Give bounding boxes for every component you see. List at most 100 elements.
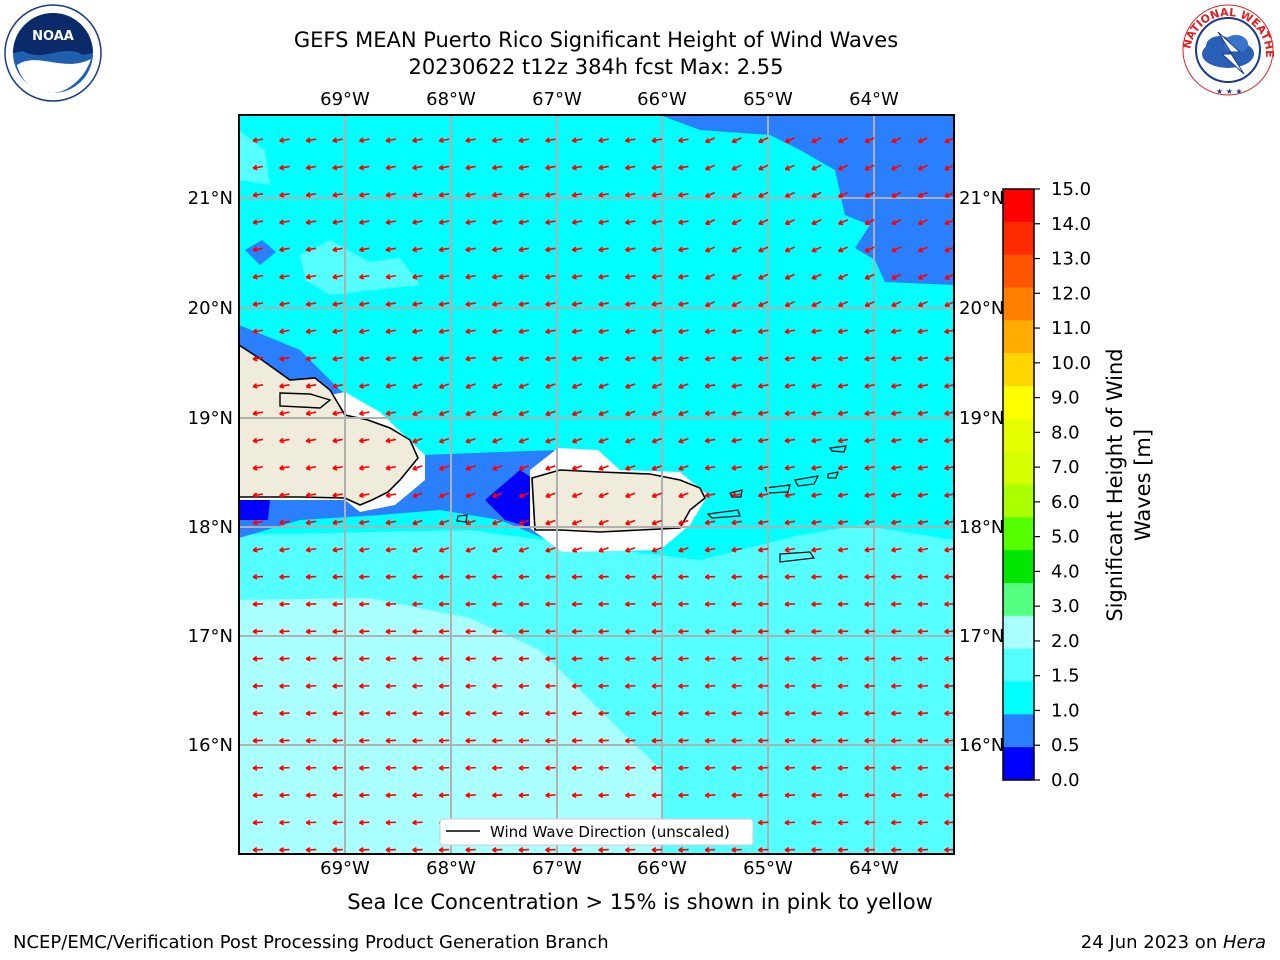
wave-arrow-head — [252, 328, 258, 335]
wave-arrow-head — [944, 847, 950, 853]
wave-arrow-head — [731, 574, 737, 580]
wave-arrow-head — [305, 192, 311, 198]
wave-arrow-head — [864, 492, 870, 498]
wave-arrow-head — [651, 710, 657, 717]
wave-arrow-head — [890, 437, 896, 444]
wave-arrow-head — [864, 737, 870, 744]
wave-arrow-head — [252, 574, 258, 580]
wave-arrow-head — [465, 355, 471, 362]
wave-arrow-head — [625, 492, 631, 499]
wave-arrow-head — [651, 192, 657, 198]
wave-arrow-head — [385, 273, 391, 280]
lon-label: 66°W — [637, 89, 687, 110]
wave-arrow-head — [704, 437, 710, 444]
wave-arrow-head — [917, 355, 923, 362]
colorbar-cell — [1003, 583, 1034, 617]
wave-arrow-head — [545, 655, 551, 662]
wave-arrow-head — [465, 383, 471, 389]
wave-arrow-head — [704, 574, 710, 580]
wave-arrow-head — [385, 492, 391, 498]
lat-label: 21°N — [959, 188, 1004, 209]
wave-arrow-head — [571, 710, 577, 717]
wave-arrow-head — [944, 219, 950, 226]
wave-arrow-head — [891, 192, 897, 198]
wave-arrow-head — [784, 847, 790, 853]
land-tortuga — [279, 392, 332, 409]
sea-ice-note: Sea Ice Concentration > 15% is shown in … — [347, 890, 933, 914]
wave-arrow-head — [305, 410, 311, 417]
lon-label: 68°W — [426, 89, 476, 110]
wave-arrow-head — [704, 355, 710, 362]
wave-arrow-head — [598, 628, 604, 635]
wave-arrow-head — [332, 546, 338, 553]
wave-arrow-head — [305, 628, 311, 635]
footer-date-text: 24 Jun 2023 on — [1080, 932, 1223, 953]
wave-arrow-head — [252, 601, 258, 608]
wave-arrow-head — [465, 683, 471, 689]
wave-arrow-head — [598, 328, 604, 335]
wave-arrow-head — [412, 574, 418, 580]
wave-arrow-head — [571, 520, 578, 526]
wave-arrow-head — [651, 655, 657, 662]
wave-arrow-head — [917, 301, 924, 307]
wave-arrow-head — [412, 819, 418, 826]
wave-arrow-head — [465, 492, 471, 499]
chart-title: GEFS MEAN Puerto Rico Significant Height… — [293, 28, 899, 52]
wave-arrow-head — [598, 574, 604, 580]
wave-arrow-head — [305, 819, 311, 826]
wave-arrow-head — [545, 847, 551, 853]
wave-arrow-head — [492, 438, 498, 444]
colorbar-tick-label: 2.0 — [1051, 631, 1080, 652]
wave-arrow-head — [838, 247, 844, 253]
wave-arrow-head — [358, 273, 364, 280]
wave-arrow-head — [438, 465, 445, 471]
wave-arrow-head — [890, 519, 896, 526]
wave-arrow-head — [917, 792, 923, 799]
wave-arrow-head — [385, 847, 391, 853]
wave-arrow-head — [624, 765, 630, 771]
land-virgin-gorda — [827, 471, 839, 479]
wave-arrow-head — [864, 601, 870, 608]
wave-arrow-head — [944, 737, 950, 744]
wave-arrow-head — [944, 519, 950, 526]
wave-arrow-head — [305, 246, 311, 253]
wave-arrow-head — [518, 547, 524, 553]
wave-arrow-head — [890, 328, 896, 335]
wave-arrow-head — [678, 438, 684, 444]
wave-arrow-head — [412, 246, 418, 253]
wave-arrow-head — [332, 601, 338, 608]
wave-arrow-head — [784, 819, 790, 826]
wave-arrow-head — [625, 465, 631, 471]
wave-arrow-head — [571, 301, 577, 307]
wave-arrow-head — [944, 628, 950, 635]
wave-arrow-head — [944, 765, 950, 771]
wave-arrow-head — [891, 165, 897, 171]
wave-arrow-head — [704, 328, 710, 335]
wave-arrow-head — [385, 601, 391, 608]
wave-arrow-head — [757, 410, 763, 417]
wave-arrow-head — [811, 819, 817, 826]
wave-arrow-head — [545, 438, 551, 444]
wave-arrow-head — [279, 465, 285, 471]
wave-arrow-head — [944, 683, 950, 689]
wave-arrow-head — [252, 219, 258, 225]
wave-arrow-head — [891, 301, 897, 307]
wave-arrow-head — [917, 165, 924, 171]
wave-arrow-head — [305, 546, 311, 553]
wave-arrow-head — [731, 628, 737, 635]
wave-arrow-head — [385, 301, 391, 307]
colorbar-tick-label: 9.0 — [1051, 388, 1080, 409]
wave-arrow-head — [571, 655, 577, 662]
lon-label: 69°W — [320, 858, 370, 879]
wave-arrow-head — [545, 574, 551, 580]
wave-arrow-head — [385, 137, 391, 144]
wave-arrow-head — [864, 247, 870, 253]
wave-arrow-head — [491, 301, 497, 307]
wave-arrow-head — [518, 520, 524, 526]
wave-arrow-head — [838, 138, 844, 144]
wave-arrow-head — [385, 737, 391, 744]
wave-arrow-head — [784, 465, 790, 471]
wave-arrow-head — [811, 355, 817, 362]
wave-arrow-head — [252, 383, 258, 389]
wave-arrow-head — [358, 437, 364, 444]
